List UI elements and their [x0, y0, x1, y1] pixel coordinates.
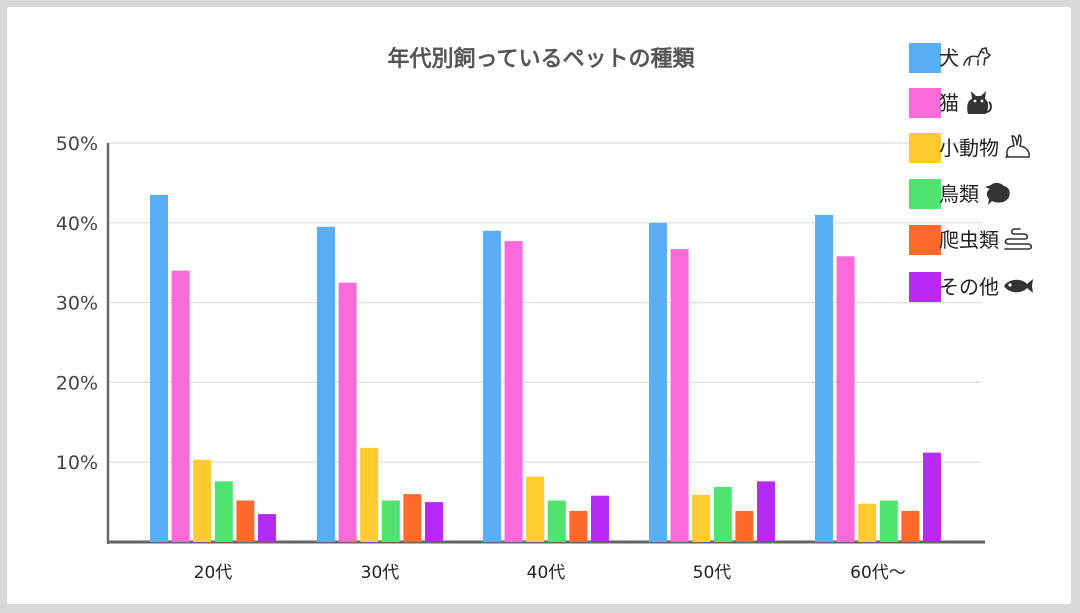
legend-label: 犬: [939, 46, 959, 70]
bar-cat-0: [171, 270, 190, 542]
legend-swatch: [909, 88, 941, 118]
bar-dog-4: [815, 214, 833, 542]
bar-fish-3: [757, 481, 775, 542]
dog-icon: [963, 47, 991, 66]
legend-label: 猫: [939, 91, 959, 115]
bar-cat-3: [670, 249, 689, 542]
bar-fish-0: [258, 514, 276, 542]
cat-icon: [967, 91, 992, 114]
y-tick-label: 30%: [56, 293, 98, 315]
chart-title: 年代別飼っているペットの種類: [388, 46, 696, 72]
legend-swatch: [909, 225, 941, 255]
bar-dog-3: [649, 222, 667, 543]
legend-item-bird: 鳥類: [909, 179, 1010, 209]
bar-cat-2: [504, 241, 523, 543]
x-tick-label: 30代: [361, 563, 400, 583]
x-tick-label: 50代: [693, 563, 732, 583]
bar-snake-3: [735, 510, 754, 542]
bar-bird-1: [381, 500, 400, 542]
legend-item-rabbit: 小動物: [909, 133, 1030, 163]
bar-fish-4: [923, 452, 941, 542]
legend-label: 小動物: [939, 136, 999, 160]
bar-snake-4: [901, 510, 920, 542]
rabbit-icon: [1005, 134, 1030, 159]
bar-bird-0: [214, 481, 233, 542]
bar-cat-1: [338, 282, 357, 542]
bar-bird-3: [713, 486, 732, 542]
bar-fish-2: [591, 495, 609, 542]
snake-icon: [1004, 228, 1033, 250]
bar-dog-0: [150, 194, 168, 542]
legend-item-fish: その他: [909, 272, 1033, 302]
legend-swatch: [909, 272, 941, 302]
legend-item-dog: 犬: [909, 43, 991, 73]
legend-label: 爬虫類: [939, 228, 999, 252]
bar-rabbit-3: [692, 494, 711, 542]
bar-snake-0: [236, 500, 255, 542]
bars: [150, 194, 941, 543]
legend-swatch: [909, 43, 941, 73]
gridlines: [108, 142, 982, 463]
bar-rabbit-1: [360, 447, 379, 542]
x-tick-label: 20代: [194, 563, 233, 583]
legend-label: その他: [939, 275, 999, 299]
x-axis: 20代 30代 40代 50代 60代～: [194, 563, 906, 583]
bar-snake-2: [569, 510, 588, 542]
bird-icon: [985, 182, 1010, 205]
bar-dog-2: [483, 230, 501, 542]
legend-label: 鳥類: [939, 182, 979, 206]
x-tick-label: 60代～: [850, 563, 906, 583]
bar-cat-4: [836, 256, 855, 542]
y-tick-label: 50%: [56, 133, 98, 155]
bar-snake-1: [403, 494, 422, 542]
bar-bird-2: [547, 500, 566, 542]
bar-fish-1: [425, 502, 443, 542]
y-tick-label: 20%: [56, 372, 98, 394]
bar-rabbit-2: [526, 476, 545, 542]
fish-icon: [1004, 279, 1033, 293]
y-tick-label: 10%: [56, 452, 98, 474]
legend-swatch: [909, 133, 941, 163]
bar-rabbit-4: [858, 503, 877, 542]
bar-rabbit-0: [193, 459, 212, 542]
legend-item-cat: 猫: [909, 88, 992, 118]
y-tick-label: 40%: [56, 213, 98, 235]
bar-bird-4: [879, 500, 898, 542]
legend-item-snake: 爬虫類: [909, 225, 1033, 255]
legend-swatch: [909, 179, 941, 209]
x-tick-label: 40代: [527, 563, 566, 583]
bar-dog-1: [317, 226, 335, 543]
